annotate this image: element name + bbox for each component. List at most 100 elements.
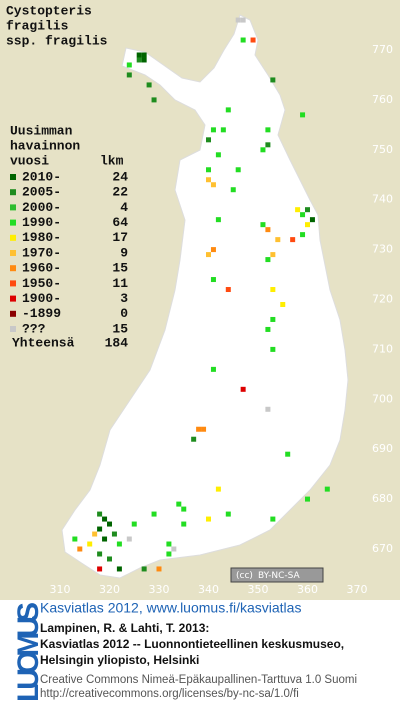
observation-square [151, 97, 157, 103]
observation-square [126, 72, 132, 78]
observation-square [206, 177, 211, 183]
observation-square [300, 112, 306, 118]
x-tick-label: 370 [347, 583, 368, 596]
observation-square [300, 212, 306, 218]
observation-square [305, 496, 310, 502]
observation-square [235, 167, 241, 173]
legend-header: Uusimman [10, 123, 73, 138]
observation-square [151, 511, 157, 517]
observation-square [111, 531, 117, 537]
observation-square [235, 17, 241, 23]
observation-square [225, 287, 231, 293]
observation-square [220, 127, 226, 133]
observation-square [97, 566, 103, 572]
observation-square [201, 426, 207, 432]
license-badge[interactable]: (cc) BY-NC-SA [230, 567, 324, 583]
y-tick-label: 690 [372, 442, 393, 455]
observation-square [136, 52, 142, 58]
observation-square [102, 516, 108, 522]
observation-square [265, 406, 271, 412]
citation-line: Lampinen, R. & Lahti, T. 2013: [40, 621, 209, 635]
observation-square [210, 277, 216, 283]
observation-square [196, 426, 202, 432]
observation-square [260, 147, 266, 153]
observation-square [97, 526, 103, 532]
observation-square [215, 486, 221, 492]
observation-square [270, 346, 276, 352]
badge-text: BY-NC-SA [258, 571, 301, 581]
observation-square [102, 536, 108, 542]
legend-label: 1980- [22, 230, 61, 245]
observation-square [225, 511, 231, 517]
legend-count: 24 [112, 169, 128, 184]
legend-total: 184 [105, 335, 129, 350]
observation-square [270, 252, 276, 258]
observation-square [181, 521, 187, 527]
legend-count: 17 [112, 230, 128, 245]
observation-square [171, 546, 177, 552]
observation-square [270, 516, 276, 522]
x-tick-label: 340 [198, 583, 219, 596]
observation-square [215, 152, 221, 158]
legend-label: 2010- [22, 169, 61, 184]
legend-count-header: lkm [100, 153, 124, 168]
legend-swatch [10, 204, 16, 211]
legend-count: 22 [112, 185, 128, 200]
legend-swatch [10, 219, 16, 226]
observation-square [97, 551, 103, 557]
legend-label: 1950- [22, 276, 61, 291]
legend-swatch [10, 265, 16, 272]
observation-square [309, 217, 315, 223]
y-tick-label: 700 [372, 392, 393, 405]
observation-square [87, 541, 93, 547]
legend-count: 4 [120, 200, 128, 215]
legend-count: 64 [112, 215, 128, 230]
observation-square [206, 167, 211, 173]
title-line: ssp. fragilis [6, 33, 108, 48]
legend-swatch [10, 310, 16, 317]
observation-square [116, 541, 122, 547]
legend-year-header: vuosi [10, 153, 49, 168]
legend-label: 1960- [22, 261, 61, 276]
observation-square [72, 536, 78, 542]
y-tick-label: 720 [372, 293, 393, 306]
legend-label: 2005- [22, 185, 61, 200]
y-tick-label: 710 [372, 342, 393, 355]
observation-square [275, 237, 281, 243]
legend-count: 9 [120, 245, 128, 260]
legend-label: ??? [22, 321, 46, 336]
observation-square [107, 556, 112, 562]
observation-square [230, 187, 236, 193]
observation-square [136, 57, 142, 63]
observation-square [265, 142, 271, 148]
y-tick-label: 750 [372, 143, 393, 156]
legend-header: havainnon [10, 138, 80, 153]
observation-square [206, 137, 211, 143]
observation-square [290, 237, 296, 243]
observation-square [116, 566, 122, 572]
x-tick-label: 320 [99, 583, 120, 596]
x-tick-label: 310 [50, 583, 71, 596]
observation-square [92, 531, 98, 537]
observation-square [250, 37, 256, 43]
badge-box [230, 567, 324, 583]
observation-square [225, 107, 231, 113]
legend-count: 15 [112, 321, 128, 336]
observation-square [305, 222, 310, 228]
observation-square [191, 436, 197, 442]
observation-square [270, 287, 276, 293]
observation-square [210, 366, 216, 372]
observation-square [295, 207, 301, 213]
observation-square [265, 257, 271, 263]
observation-square [97, 511, 103, 517]
observation-square [210, 182, 216, 188]
observation-square [181, 506, 187, 512]
legend-swatch [10, 280, 16, 287]
footer-link[interactable]: Kasviatlas 2012, www.luomus.fi/kasviatla… [40, 600, 301, 616]
observation-square [240, 37, 246, 43]
license-line[interactable]: http://creativecommons.org/licenses/by-n… [40, 688, 299, 700]
title-line: fragilis [6, 18, 69, 33]
observation-square [126, 536, 132, 542]
observation-square [240, 17, 246, 23]
legend-swatch [10, 174, 16, 180]
